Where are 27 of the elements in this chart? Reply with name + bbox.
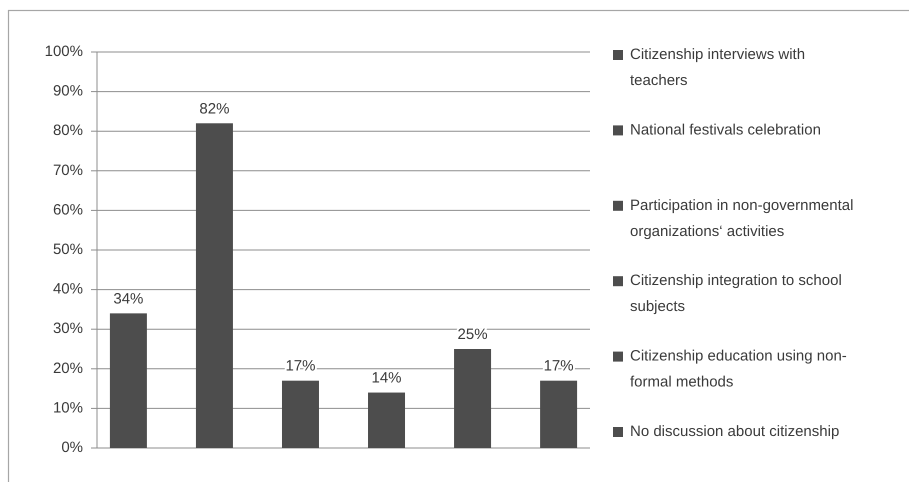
legend-label: Citizenship education using non-formal methods (630, 348, 847, 391)
y-tick-label: 50% (52, 240, 83, 258)
y-tick-label: 20% (52, 360, 83, 377)
y-tick-label: 10% (52, 399, 83, 416)
data-label: 82% (199, 100, 230, 118)
bar (454, 349, 492, 448)
data-label: 34% (113, 290, 144, 308)
y-tick-label: 70% (52, 162, 83, 179)
y-tick-label: 80% (52, 122, 83, 140)
bar (110, 313, 147, 448)
legend-label: Citizenship integration to school subjects (630, 272, 842, 316)
y-tick-label: 100% (44, 42, 83, 60)
y-tick-label: 60% (52, 201, 83, 218)
legend-label: Participation in non-governmental organizations‘ activities (630, 196, 854, 240)
bar (368, 392, 406, 448)
legend-label: National festivals celebration (630, 121, 821, 138)
y-tick-label: 40% (52, 280, 83, 298)
y-tick-label: 90% (52, 82, 83, 100)
bar (282, 380, 319, 448)
bar (540, 380, 578, 448)
bar (196, 123, 233, 448)
data-label: 25% (458, 326, 488, 343)
legend-label: No discussion about citizenship (630, 422, 840, 440)
y-tick-label: 30% (52, 320, 83, 338)
legend-label: Citizenship interviews with teachers (630, 46, 806, 89)
data-label: 14% (372, 370, 402, 387)
y-tick-label: 0% (61, 438, 83, 456)
